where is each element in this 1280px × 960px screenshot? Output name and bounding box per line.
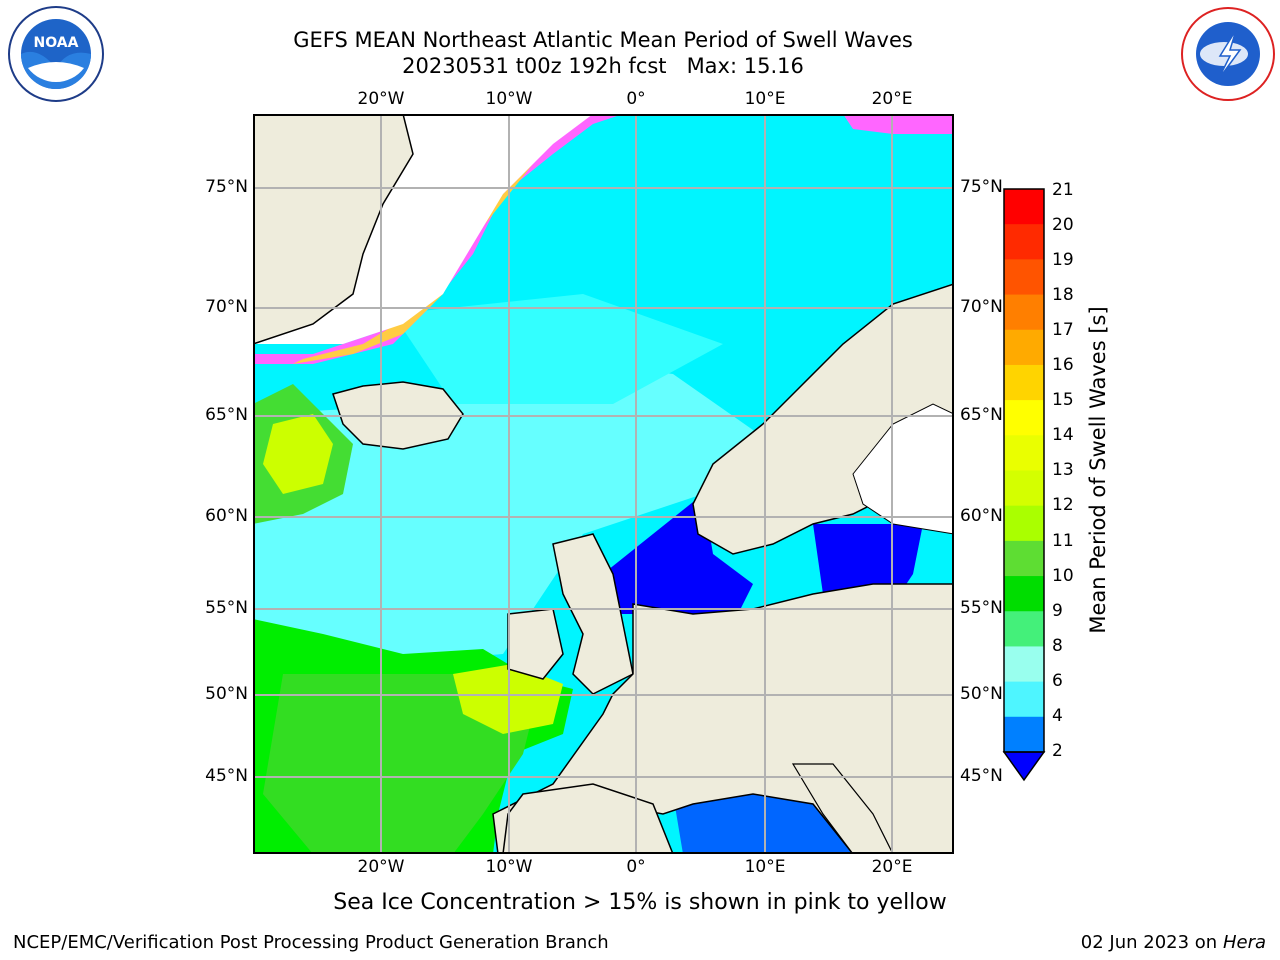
swell-band-cyan	[393, 294, 723, 404]
lake-bothnia	[852, 403, 954, 535]
nws-logo	[1181, 7, 1275, 101]
lat-label-right: 65°N	[960, 405, 1003, 425]
land-great-britain	[552, 533, 634, 695]
colorbar-level	[1004, 470, 1044, 507]
footer-producer: NCEP/EMC/Verification Post Processing Pr…	[13, 932, 609, 953]
colorbar-tick: 18	[1052, 285, 1074, 305]
map-frame	[253, 114, 954, 854]
colorbar-level	[1004, 435, 1044, 471]
colorbar	[1002, 188, 1046, 782]
lon-label-bottom: 10°W	[485, 857, 533, 877]
colorbar-level	[1004, 294, 1044, 331]
lon-label-top: 10°W	[485, 89, 533, 109]
colorbar-tick: 16	[1052, 355, 1074, 375]
colorbar-tick: 10	[1052, 566, 1074, 586]
colorbar-extend-arrow	[1002, 751, 1046, 782]
noaa-logo-text: NOAA	[34, 35, 79, 51]
swell-region-yellow-west	[263, 414, 333, 494]
colorbar-tick: 21	[1052, 180, 1074, 200]
lat-label-right: 45°N	[960, 766, 1003, 786]
lon-label-top: 20°E	[871, 89, 913, 109]
colorbar-tick: 13	[1052, 460, 1074, 480]
swell-region-green-core	[263, 674, 533, 854]
sea-ice-note: Sea Ice Concentration > 15% is shown in …	[333, 890, 947, 915]
colorbar-level	[1004, 189, 1044, 225]
colorbar-tick: 9	[1052, 601, 1063, 621]
lon-label-top: 10°E	[744, 89, 786, 109]
lat-label-left: 45°N	[205, 766, 248, 786]
colorbar-tick: 15	[1052, 390, 1074, 410]
colorbar-tick: 2	[1052, 741, 1063, 761]
land-greenland	[253, 114, 414, 345]
colorbar-label: Mean Period of Swell Waves [s]	[1086, 306, 1110, 634]
lat-label-right: 50°N	[960, 684, 1003, 704]
lon-label-top: 0°	[626, 89, 646, 109]
lon-label-bottom: 10°E	[744, 857, 786, 877]
lon-label-top: 20°W	[357, 89, 405, 109]
footer-date: 02 Jun 2023 on Hera	[1081, 932, 1266, 953]
lat-label-left: 65°N	[205, 405, 248, 425]
chart-title: GEFS MEAN Northeast Atlantic Mean Period…	[293, 28, 913, 52]
noaa-logo: NOAA	[8, 6, 104, 102]
lat-label-right: 75°N	[960, 177, 1003, 197]
colorbar-level	[1004, 576, 1044, 612]
lat-label-right: 70°N	[960, 297, 1003, 317]
lat-label-left: 55°N	[205, 598, 248, 618]
swell-region-north-sea	[603, 494, 753, 634]
lat-label-right: 60°N	[960, 506, 1003, 526]
colorbar-tick: 14	[1052, 425, 1074, 445]
land-italy	[791, 763, 894, 854]
colorbar-level	[1004, 400, 1044, 436]
colorbar-level	[1004, 716, 1044, 752]
lat-label-left: 70°N	[205, 297, 248, 317]
colorbar-tick: 20	[1052, 215, 1074, 235]
colorbar-level	[1004, 364, 1044, 401]
lat-label-left: 60°N	[205, 506, 248, 526]
colorbar-level	[1004, 611, 1044, 647]
colorbar-level	[1004, 646, 1044, 683]
colorbar-tick: 19	[1052, 250, 1074, 270]
sea-ice-svalbard	[843, 114, 954, 134]
colorbar-frame	[1003, 188, 1045, 753]
lon-label-bottom: 20°W	[357, 857, 405, 877]
colorbar-tick: 17	[1052, 320, 1074, 340]
chart-subtitle: 20230531 t00z 192h fcst Max: 15.16	[402, 54, 804, 78]
colorbar-level	[1004, 329, 1044, 366]
graticule	[253, 114, 954, 854]
lat-label-left: 75°N	[205, 177, 248, 197]
colorbar-level	[1004, 540, 1044, 577]
colorbar-level	[1004, 505, 1044, 542]
colorbar-tick: 12	[1052, 495, 1074, 515]
colorbar-tick: 6	[1052, 671, 1063, 691]
colorbar-level	[1004, 681, 1044, 718]
footer-system: Hera	[1222, 932, 1266, 953]
colorbar-tick: 4	[1052, 706, 1063, 726]
colorbar-level	[1004, 259, 1044, 296]
lat-label-left: 50°N	[205, 684, 248, 704]
lon-label-bottom: 20°E	[871, 857, 913, 877]
footer-date-text: 02 Jun 2023 on	[1080, 932, 1218, 953]
lon-label-bottom: 0°	[626, 857, 646, 877]
colorbar-tick: 11	[1052, 531, 1074, 551]
lat-label-right: 55°N	[960, 598, 1003, 618]
colorbar-level	[1004, 224, 1044, 260]
colorbar-tick: 8	[1052, 636, 1063, 656]
swell-period-map	[253, 114, 954, 854]
